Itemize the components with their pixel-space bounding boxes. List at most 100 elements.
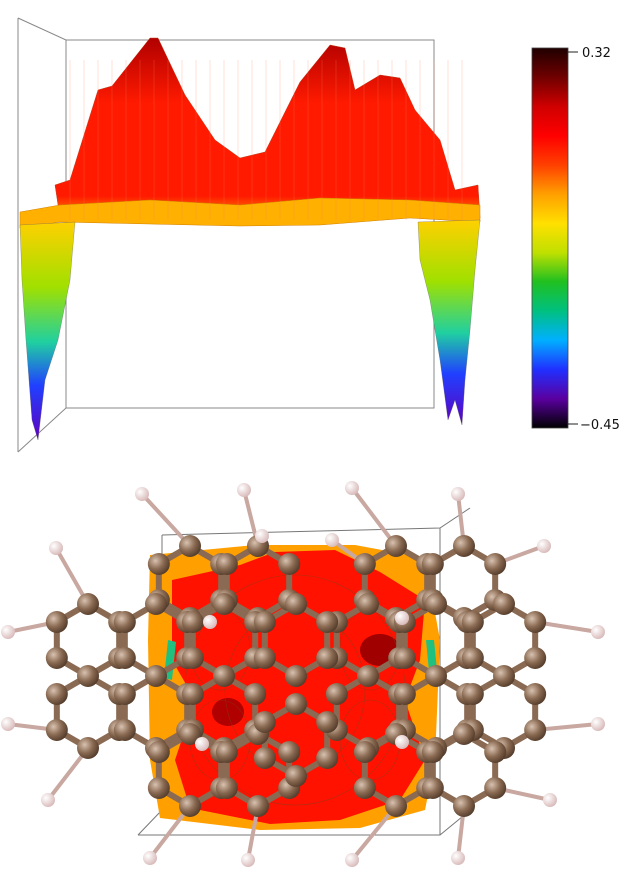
carbon-atom [253,647,276,669]
colorbar-max-label: 0.32 [582,46,611,61]
carbon-atom [524,719,547,741]
surface-dip-right [417,219,481,426]
carbon-atom [524,611,547,633]
carbon-atom [425,665,447,687]
surface-plot [17,17,481,453]
hydrogen-atom [591,717,605,731]
carbon-atom [357,665,379,687]
carbon-atom [45,611,68,633]
carbon-atom [113,611,136,633]
carbon-atom [484,777,507,799]
surface-dip-left [19,221,76,441]
carbon-atom [179,795,201,817]
carbon-atom [461,647,484,669]
hydrogen-atom [49,541,63,555]
hydrogen-atom [41,793,55,807]
surface-peaks [54,37,481,225]
hydrogen-atom [325,533,339,547]
carbon-atom [179,723,201,745]
hydrogen-atom [345,853,359,867]
carbon-atom [213,665,235,687]
carbon-atom [179,535,201,557]
carbon-atom [385,535,407,557]
surface-grid [69,60,463,220]
hydrogen-atom [591,625,605,639]
hydrogen-atom [203,615,217,629]
carbon-atom [278,553,301,575]
carbon-atom [385,795,407,817]
hydrogen-atom [255,529,269,543]
ch-bond [350,486,398,548]
carbon-atom [484,741,507,763]
carbon-atom [493,665,515,687]
carbon-atom [325,683,348,705]
carbon-atom [524,683,547,705]
carbon-atom [453,723,475,745]
carbon-atom [353,553,376,575]
carbon-atom [213,593,235,615]
hydrogen-atom [1,625,15,639]
carbon-atom [45,647,68,669]
hydrogen-atom [543,793,557,807]
surface-base-band [19,197,481,229]
carbon-atom [147,777,170,799]
map-dark-spot-2 [212,698,244,726]
carbon-atom [285,593,307,615]
ch-bond [350,804,398,862]
carbon-atom [316,711,339,733]
carbon-atom [77,665,99,687]
carbon-atom [181,683,204,705]
carbon-atom [353,741,376,763]
carbon-atom [215,553,238,575]
hydrogen-atom [395,735,409,749]
carbon-atom [145,665,167,687]
carbon-atom [45,683,68,705]
carbon-atom [357,593,379,615]
carbon-atom [316,611,339,633]
carbon-atom [484,553,507,575]
hydrogen-atom [241,853,255,867]
hydrogen-atom [237,483,251,497]
carbon-atom [215,777,238,799]
carbon-atom [453,795,475,817]
carbon-atom [285,693,307,715]
hydrogen-atom [537,539,551,553]
carbon-atom [45,719,68,741]
carbon-atom [421,741,444,763]
carbon-atom [524,647,547,669]
carbon-atom [244,683,267,705]
carbon-atom [316,647,339,669]
carbon-atom [421,553,444,575]
carbon-atom [393,647,416,669]
colorbar-gradient [531,47,569,429]
carbon-atom [278,741,301,763]
hydrogen-atom [135,487,149,501]
carbon-atom [285,665,307,687]
carbon-atom [113,683,136,705]
molecule-atoms [1,481,605,867]
colorbar: 0.32 −0.45 [531,46,620,433]
colorbar-min-label: −0.45 [580,418,620,433]
carbon-atom [461,611,484,633]
carbon-atom [316,747,339,769]
hydrogen-atom [451,487,465,501]
carbon-atom [77,737,99,759]
carbon-atom [247,795,269,817]
hydrogen-atom [451,851,465,865]
carbon-atom [253,711,276,733]
carbon-atom [181,611,204,633]
molecule-view [1,481,605,867]
carbon-atom [493,593,515,615]
hydrogen-atom [195,737,209,751]
carbon-atom [353,777,376,799]
carbon-atom [393,683,416,705]
carbon-atom [461,683,484,705]
carbon-atom [147,741,170,763]
ch-bond [140,492,192,548]
hydrogen-atom [143,851,157,865]
carbon-atom [113,719,136,741]
carbon-atom [425,593,447,615]
hydrogen-atom [1,717,15,731]
carbon-atom [147,553,170,575]
